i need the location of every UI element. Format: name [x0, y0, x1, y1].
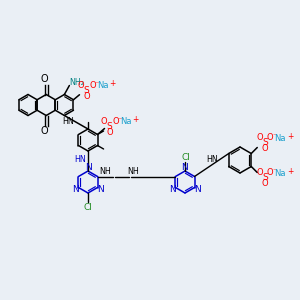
- Text: NH: NH: [128, 167, 140, 176]
- Text: N: N: [195, 185, 201, 194]
- Text: O: O: [89, 81, 96, 90]
- Text: N: N: [72, 185, 78, 194]
- Text: O: O: [83, 92, 90, 101]
- Text: S: S: [107, 122, 112, 131]
- Text: HN: HN: [62, 117, 74, 126]
- Text: S: S: [262, 138, 268, 147]
- Text: O: O: [106, 128, 113, 137]
- Text: Na: Na: [120, 117, 131, 126]
- Text: O: O: [40, 74, 48, 85]
- Text: Cl: Cl: [84, 202, 92, 211]
- Text: S: S: [84, 86, 89, 95]
- Text: O: O: [112, 117, 119, 126]
- Text: Na: Na: [97, 81, 108, 90]
- Text: HN: HN: [206, 155, 218, 164]
- Text: Cl: Cl: [182, 152, 190, 161]
- Text: O: O: [267, 133, 274, 142]
- Text: NH₂: NH₂: [69, 78, 84, 87]
- Text: ⁻: ⁻: [272, 166, 276, 175]
- Text: ⁻: ⁻: [117, 115, 122, 124]
- Text: O: O: [100, 117, 107, 126]
- Text: ⁻: ⁻: [272, 131, 276, 140]
- Text: O: O: [40, 125, 48, 136]
- Text: O: O: [257, 168, 264, 177]
- Text: N: N: [182, 163, 188, 172]
- Text: Na: Na: [274, 134, 286, 143]
- Text: S: S: [262, 173, 268, 182]
- Text: O: O: [77, 81, 84, 90]
- Text: ⁻: ⁻: [94, 79, 99, 88]
- Text: NH: NH: [100, 167, 111, 176]
- Text: N: N: [169, 185, 176, 194]
- Text: N: N: [98, 185, 104, 194]
- Text: O: O: [262, 179, 268, 188]
- Text: +: +: [287, 167, 293, 176]
- Text: +: +: [109, 79, 116, 88]
- Text: HN: HN: [74, 155, 86, 164]
- Text: O: O: [267, 168, 274, 177]
- Text: Na: Na: [274, 169, 286, 178]
- Text: N: N: [85, 163, 92, 172]
- Text: O: O: [262, 144, 268, 153]
- Text: +: +: [287, 132, 293, 141]
- Text: +: +: [132, 115, 139, 124]
- Text: O: O: [257, 133, 264, 142]
